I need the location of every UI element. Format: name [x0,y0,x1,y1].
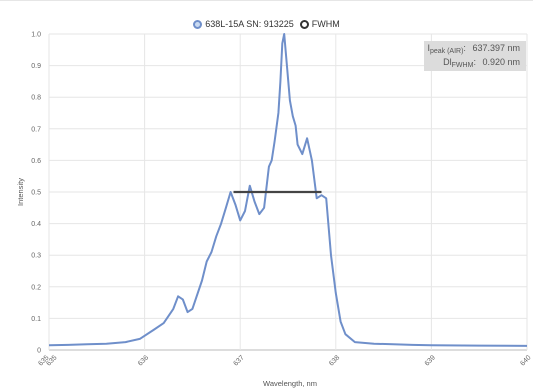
x-tick-label: 638 [328,354,341,367]
fwhm-swatch-icon [299,19,309,29]
fwhm-value: 0.920 nm [482,57,520,67]
top-rule [0,0,533,1]
y-tick-label: 0.4 [31,221,41,228]
series-layer [48,33,528,347]
y-axis-title: Intensity [16,178,25,206]
y-tick-label: 0.1 [31,316,41,323]
y-tick-label: 0.5 [31,190,41,197]
legend-item-fwhm[interactable]: FWHM [299,19,340,29]
fwhm-row: DlFWHM: 0.920 nm [443,57,520,69]
y-tick-label: 1.0 [31,32,41,39]
legend-label-spectrum: 638L-15A SN: 913225 [205,19,294,29]
fwhm-separator: : [473,57,476,67]
y-tick-label: 0.7 [31,126,41,133]
y-tick-label: 0.3 [31,253,41,260]
fwhm-label-sub: FWHM [451,62,474,69]
x-axis-title: Wavelength, nm [263,379,317,388]
peak-label-sub: peak (AIR) [429,48,464,55]
spectrum-swatch-icon [193,19,203,29]
peak-info-box: Ipeak (AIR): 637.397 nm DlFWHM: 0.920 nm [424,41,526,71]
fwhm-label: Dl [443,57,452,67]
legend-label-fwhm: FWHM [311,19,340,29]
x-tick-label: 639 [424,354,437,367]
peak-wavelength-row: Ipeak (AIR): 637.397 nm [427,43,520,55]
y-tick-label: 0.2 [31,284,41,291]
x-tick-label: 637 [233,354,246,367]
legend-item-spectrum[interactable]: 638L-15A SN: 913225 [193,19,294,29]
y-tick-label: 0.8 [31,95,41,102]
y-tick-labels: 0 0.1 0.2 0.3 0.4 0.5 0.6 0.7 0.8 0.9 1.0 [31,32,41,355]
x-tick-label: 636 [137,354,150,367]
peak-value: 637.397 nm [472,43,520,53]
y-tick-label: 0.9 [31,63,41,70]
y-tick-label: 0 [37,348,41,355]
spectrum-line [48,33,528,347]
peak-label: I [427,43,430,53]
y-tick-label: 0.6 [31,158,41,165]
peak-separator: : [463,43,466,53]
x-tick-label: 640 [519,354,532,367]
legend: 638L-15A SN: 913225 FWHM [0,16,533,32]
